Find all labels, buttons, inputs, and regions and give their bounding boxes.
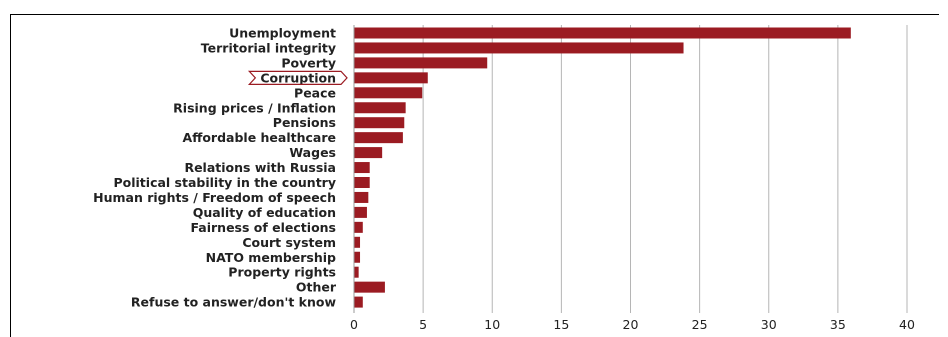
x-tick-label: 35	[830, 317, 846, 332]
category-label: Poverty	[281, 55, 336, 70]
bar-quality-of-education	[354, 206, 367, 218]
bar-wages	[354, 147, 383, 159]
category-label: Relations with Russia	[184, 160, 336, 175]
bar-other	[354, 281, 385, 293]
category-label: Other	[296, 280, 337, 295]
x-tick-label: 40	[899, 317, 915, 332]
category-label: Fairness of elections	[190, 220, 336, 235]
frame-top-border	[10, 14, 939, 15]
grid-layer	[353, 25, 908, 313]
bar-relations-with-russia	[354, 162, 370, 174]
category-label: Human rights / Freedom of speech	[93, 190, 336, 205]
bar-poverty	[354, 57, 488, 69]
x-tick-label: 20	[623, 317, 639, 332]
bar-nato-membership	[354, 251, 361, 263]
x-tick-label: 30	[761, 317, 777, 332]
x-tick-label: 0	[350, 317, 358, 332]
category-label: Territorial integrity	[201, 40, 336, 55]
category-label: Pensions	[273, 115, 336, 130]
x-tick-label: 10	[484, 317, 500, 332]
category-label: Property rights	[228, 265, 336, 280]
bar-affordable-healthcare	[354, 132, 403, 144]
category-label: Rising prices / Inflation	[173, 100, 336, 115]
bar-political-stability-in-the-country	[354, 177, 370, 188]
bar-layer	[354, 27, 851, 308]
bar-rising-prices-inflation	[354, 102, 406, 114]
x-tick-label: 25	[692, 317, 708, 332]
category-label: Wages	[289, 145, 336, 160]
bar-pensions	[354, 117, 405, 129]
highlight-outline	[247, 70, 348, 85]
bar-corruption	[354, 72, 428, 84]
x-tick-layer: 0 5 10 15 20 25 30 35 40	[350, 317, 915, 332]
category-label: Unemployment	[229, 26, 336, 41]
category-label: NATO membership	[206, 250, 336, 265]
category-label: Court system	[242, 235, 336, 250]
category-label: Refuse to answer/don't know	[131, 295, 337, 310]
category-label: Peace	[294, 85, 336, 100]
bar-refuse-to-answer-don-t-know	[354, 296, 363, 308]
category-label: Corruption	[260, 70, 336, 85]
bar-court-system	[354, 236, 361, 248]
bar-human-rights-freedom-of-speech	[354, 191, 369, 203]
bar-peace	[354, 87, 423, 99]
category-label: Quality of education	[193, 205, 336, 220]
category-label: Political stability in the country	[113, 175, 336, 190]
frame-left-border	[10, 14, 11, 337]
bar-territorial-integrity	[354, 42, 684, 54]
x-tick-label: 5	[419, 317, 427, 332]
bar-unemployment	[354, 27, 851, 39]
bar-fairness-of-elections	[354, 221, 363, 233]
x-tick-label: 15	[553, 317, 569, 332]
category-label: Affordable healthcare	[183, 130, 336, 145]
bar-property-rights	[354, 266, 359, 278]
